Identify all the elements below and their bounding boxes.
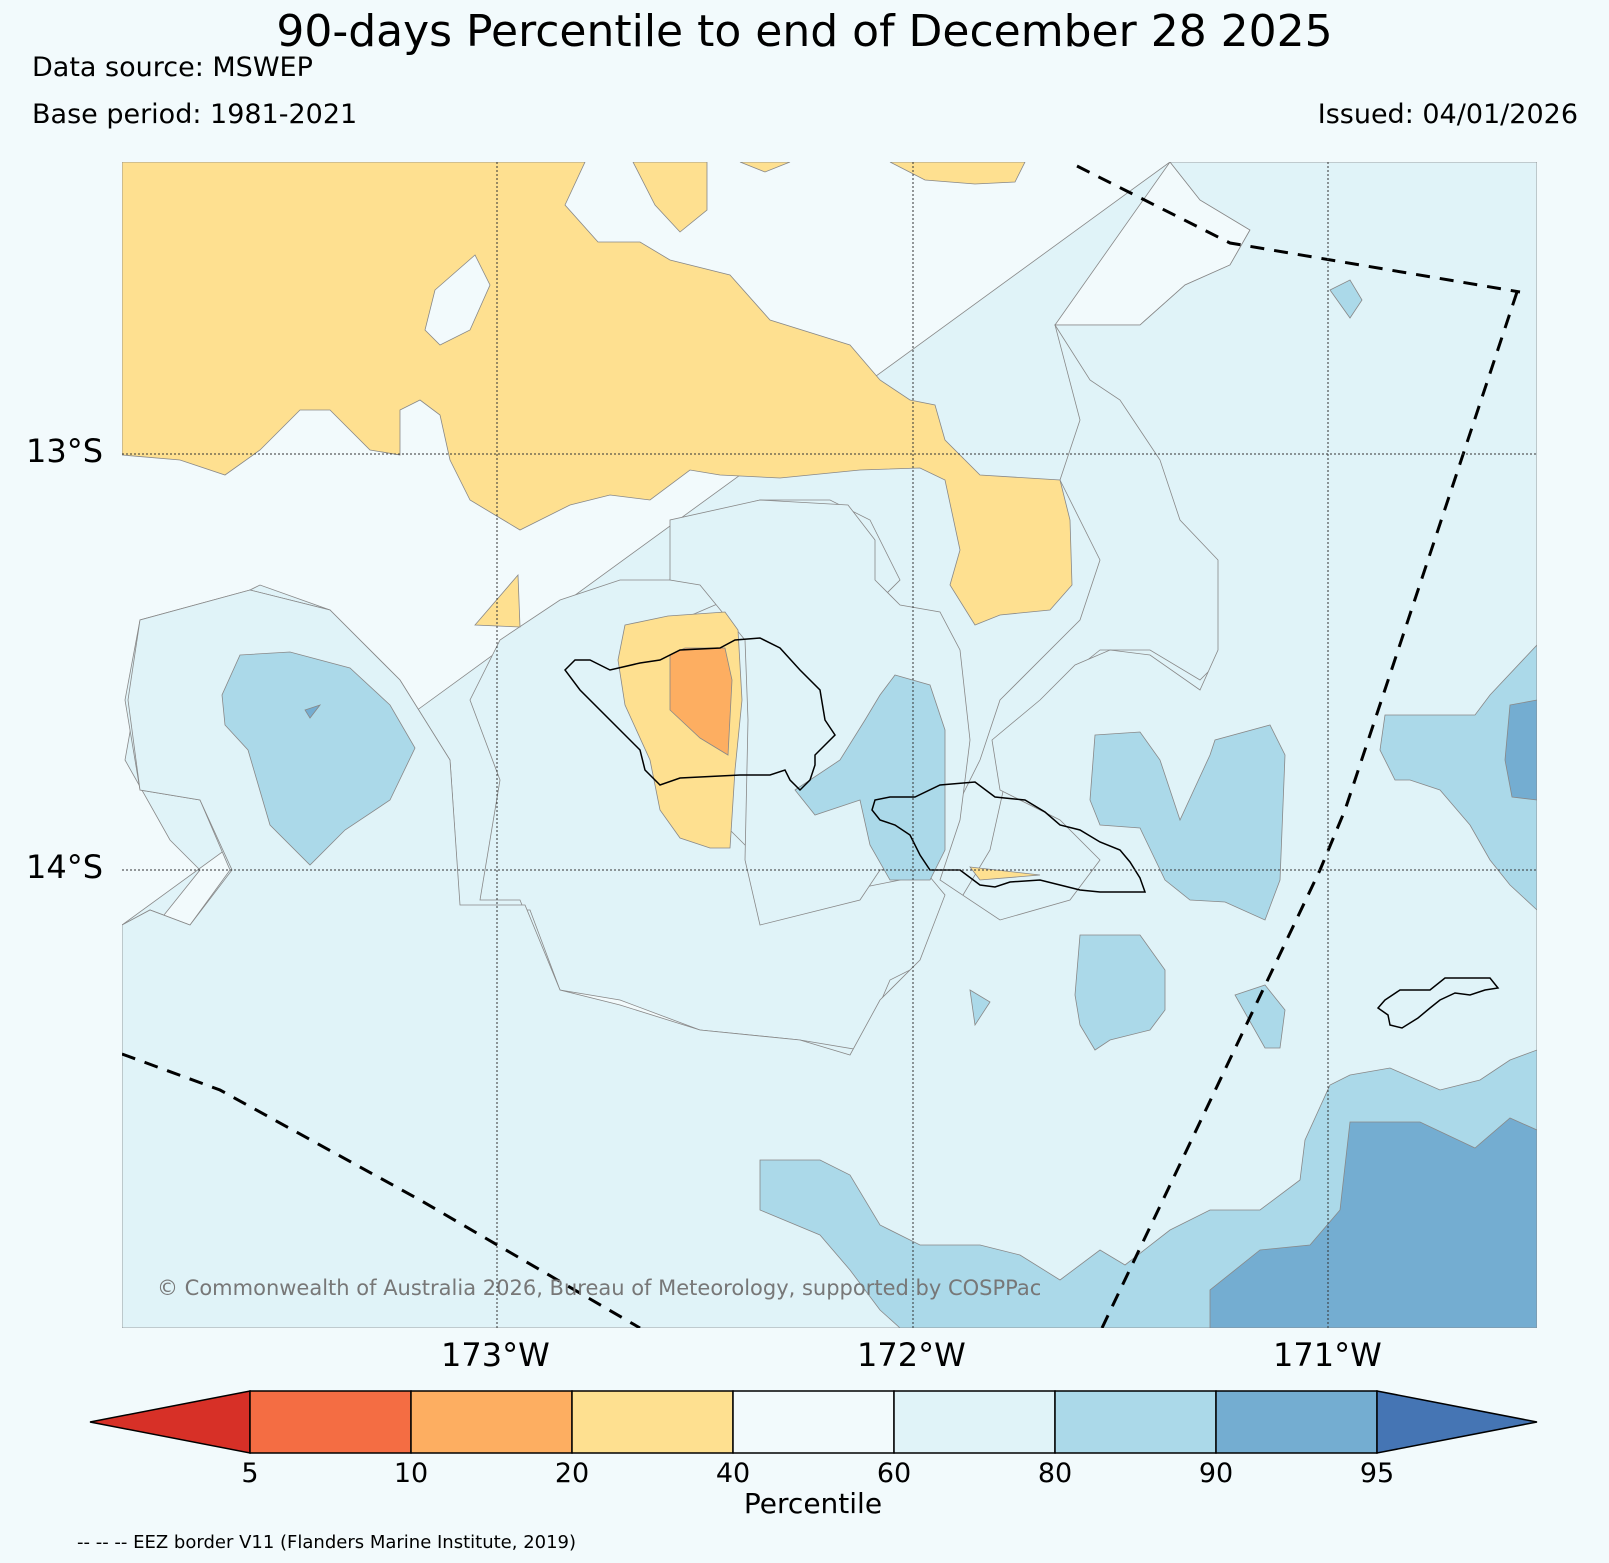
colorbar-seg-40-60 (732, 1390, 895, 1454)
base-period-label: Base period: 1981-2021 (32, 99, 358, 130)
eez-border-east (1100, 291, 1519, 1328)
colorbar-seg-90-95 (1215, 1390, 1378, 1454)
map-title: 90-days Percentile to end of December 28… (276, 6, 1333, 57)
region-90-95-southeast (1209, 1117, 1537, 1328)
region-80-90-center (794, 674, 946, 881)
colorbar-extend-low (89, 1390, 251, 1454)
colorbar-seg-20-40 (571, 1390, 734, 1454)
region-20-40-small-1 (632, 162, 708, 233)
eez-border-southwest (122, 1052, 641, 1328)
colorbar-tick: 20 (554, 1458, 590, 1489)
region-10-20-upolu (669, 647, 733, 756)
region-20-40-north (122, 162, 1073, 626)
region-80-90-east1 (1089, 724, 1286, 921)
colorbar-tick: 80 (1037, 1458, 1073, 1489)
coastline-tutuila (1376, 977, 1500, 1029)
colorbar-tick: 90 (1198, 1458, 1234, 1489)
data-source-label: Data source: MSWEP (32, 52, 313, 83)
colorbar-extend-high (1376, 1390, 1538, 1454)
colorbar-seg-60-80 (893, 1390, 1056, 1454)
region-90-95-dot-west (304, 704, 322, 719)
region-40-60-hole-north (424, 254, 491, 346)
lat-label-14s: 14°S (26, 848, 104, 886)
colorbar-tick: 60 (876, 1458, 912, 1489)
colorbar-tick: 40 (715, 1458, 751, 1489)
eez-legend-note: -- -- -- EEZ border V11 (Flanders Marine… (77, 1532, 577, 1553)
lon-label-172w: 172°W (857, 1336, 966, 1374)
region-80-90-tiny-ne (1329, 279, 1363, 319)
lon-label-171w: 171°W (1273, 1336, 1382, 1374)
region-80-90-south2 (1234, 984, 1286, 1049)
colorbar-seg-80-90 (1054, 1390, 1217, 1454)
region-20-40-small-2 (739, 162, 791, 173)
region-20-40-small-3 (889, 162, 1026, 185)
region-90-95-east (1504, 699, 1537, 801)
coastline-upolu (564, 637, 836, 792)
copyright-notice: © Commonwealth of Australia 2026, Bureau… (157, 1276, 1042, 1300)
region-80-90-west (221, 651, 416, 866)
lon-label-173w: 173°W (441, 1336, 550, 1374)
coastline-savaii (871, 781, 1147, 893)
colorbar-tick: 95 (1359, 1458, 1395, 1489)
issued-date-label: Issued: 04/01/2026 (1317, 99, 1578, 130)
lat-label-13s: 13°S (26, 432, 104, 470)
eez-border-north (1076, 164, 1521, 294)
region-80-90-east2 (1379, 644, 1537, 911)
colorbar-title: Percentile (743, 1487, 883, 1520)
colorbar (89, 1390, 1538, 1454)
region-80-90-south3 (969, 989, 991, 1027)
colorbar-seg-10-20 (410, 1390, 573, 1454)
colorbar-seg-5-10 (249, 1390, 412, 1454)
colorbar-tick: 5 (241, 1458, 259, 1489)
region-80-90-south1 (1074, 934, 1166, 1051)
colorbar-tick: 10 (393, 1458, 429, 1489)
